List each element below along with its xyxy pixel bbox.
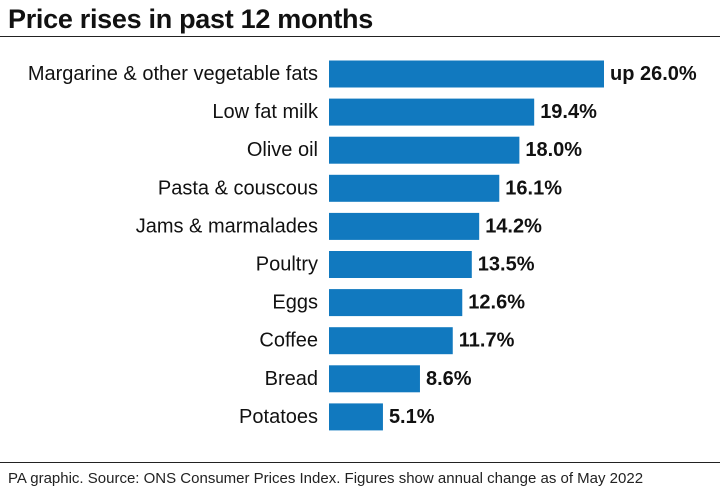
bar [329,136,520,164]
source-footnote: PA graphic. Source: ONS Consumer Prices … [8,470,644,487]
value-labels: up 26.0% 19.4% 18.0% 16.1% 14.2% 13.5% 12.6% 11… [389,63,697,428]
category-label: Eggs [272,292,318,314]
value-label: 19.4% [540,101,597,123]
value-label: 12.6% [468,292,525,314]
category-label: Pasta & couscous [158,177,318,199]
value-label: 18.0% [525,139,582,161]
category-label: Potatoes [239,406,318,428]
bar [329,98,535,126]
bar [329,289,463,317]
category-label: Jams & marmalades [136,215,318,237]
bar [329,174,500,202]
category-label: Bread [265,368,318,390]
value-label: 14.2% [485,215,542,237]
bar [329,60,604,88]
bar [329,365,420,393]
bar-chart: Margarine & other vegetable fats Low fat … [28,60,697,431]
bars [329,60,604,431]
category-label: Margarine & other vegetable fats [28,63,318,85]
value-label: 16.1% [505,177,562,199]
value-label: 8.6% [426,368,472,390]
bar [329,403,383,431]
value-label: 13.5% [478,254,535,276]
bar [329,327,453,355]
category-label: Low fat milk [212,101,319,123]
value-label: 11.7% [459,330,515,352]
category-label: Olive oil [247,139,318,161]
footer-divider [0,462,720,463]
bar [329,212,480,240]
bar [329,251,472,278]
title-divider [0,36,720,37]
value-label: 5.1% [389,406,435,428]
category-labels: Margarine & other vegetable fats Low fat … [28,63,319,428]
chart-title: Price rises in past 12 months [8,4,373,34]
category-label: Coffee [259,330,318,352]
value-label: up 26.0% [610,63,697,85]
category-label: Poultry [256,254,318,276]
